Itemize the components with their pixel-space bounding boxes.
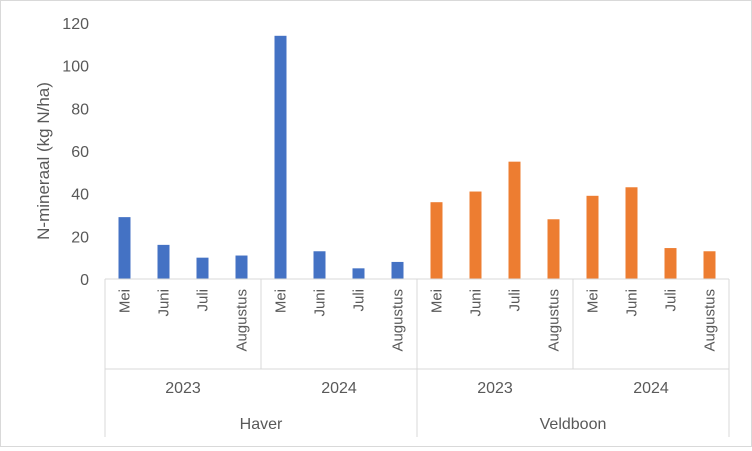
year-label: 2024 xyxy=(633,380,669,397)
x-tick-label: Mei xyxy=(273,289,290,313)
x-axis: Mei Juni Juli Augustus Mei Juni Juli Augustus Me… xyxy=(104,278,730,437)
x-tick-label: Juni xyxy=(156,289,173,317)
x-tick-label: Augustus xyxy=(234,289,251,352)
x-tick-label: Juni xyxy=(468,289,485,317)
y-axis-label: N-mineraal (kg N/ha) xyxy=(34,82,53,240)
bar xyxy=(547,219,560,279)
x-tick-label: Juli xyxy=(195,289,212,312)
bar xyxy=(703,251,716,279)
y-tick-label: 20 xyxy=(71,229,89,246)
crop-label: Veldboon xyxy=(540,416,607,433)
year-label: 2024 xyxy=(321,380,357,397)
bar xyxy=(274,35,287,279)
bar xyxy=(235,255,248,279)
y-axis-ticks: 0 20 40 60 80 100 120 xyxy=(62,16,89,289)
x-tick-label: Juli xyxy=(351,289,368,312)
bar xyxy=(469,191,482,279)
x-tick-label: Augustus xyxy=(702,289,719,352)
bar xyxy=(586,195,599,279)
y-tick-label: 80 xyxy=(71,101,89,118)
x-tick-label: Mei xyxy=(117,289,134,313)
x-tick-label: Juli xyxy=(507,289,524,312)
y-tick-label: 100 xyxy=(62,59,89,76)
y-tick-label: 120 xyxy=(62,16,89,33)
bar xyxy=(352,268,365,279)
bar xyxy=(118,217,131,279)
bar xyxy=(313,251,326,279)
bar xyxy=(196,257,209,279)
crop-label: Haver xyxy=(240,416,283,433)
y-tick-label: 0 xyxy=(80,272,89,289)
x-tick-label: Mei xyxy=(585,289,602,313)
x-tick-label: Mei xyxy=(429,289,446,313)
x-tick-label: Juni xyxy=(624,289,641,317)
year-label: 2023 xyxy=(165,380,201,397)
y-tick-label: 60 xyxy=(71,144,89,161)
bar xyxy=(391,261,404,279)
bar xyxy=(508,161,521,279)
x-tick-label: Juli xyxy=(663,289,680,312)
bars xyxy=(118,35,716,279)
y-tick-label: 40 xyxy=(71,187,89,204)
bar xyxy=(430,202,443,279)
bar xyxy=(157,244,170,279)
x-tick-label: Augustus xyxy=(546,289,563,352)
bar xyxy=(625,187,638,279)
year-label: 2023 xyxy=(477,380,513,397)
bar xyxy=(664,248,677,279)
x-tick-label: Juni xyxy=(312,289,329,317)
x-tick-label: Augustus xyxy=(390,289,407,352)
